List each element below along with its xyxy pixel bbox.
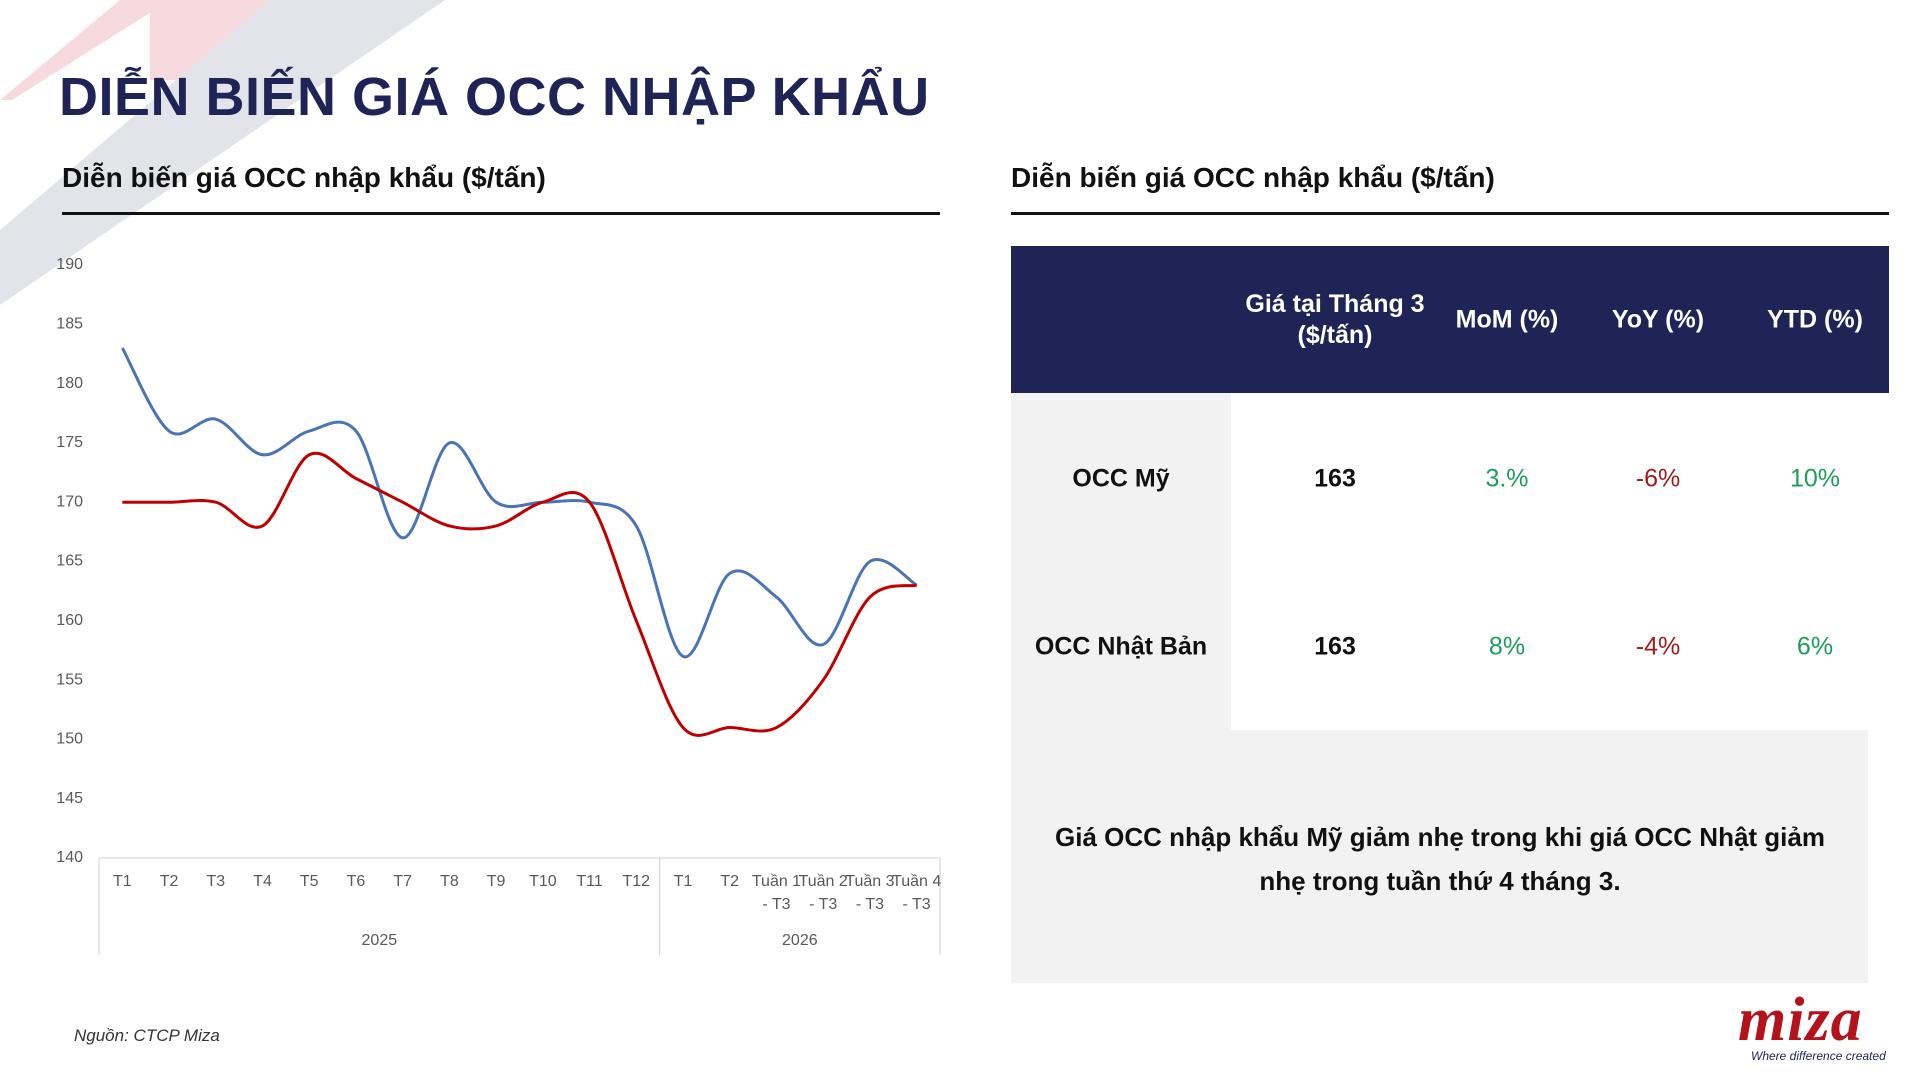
divider bbox=[62, 212, 940, 215]
row-label-bg bbox=[1011, 393, 1231, 730]
x-tick-label: T9 bbox=[486, 873, 506, 890]
x-tick-label: T11 bbox=[576, 873, 603, 890]
table-cell: -6% bbox=[1635, 464, 1681, 493]
x-tick-label: T2 bbox=[720, 873, 740, 890]
x-tick-label: T10 bbox=[529, 873, 557, 890]
table-cell: 163 bbox=[1314, 464, 1356, 493]
table-title: Diễn biến giá OCC nhập khẩu ($/tấn) bbox=[1011, 162, 1495, 193]
y-tick-label: 160 bbox=[56, 612, 83, 629]
table-header bbox=[1011, 246, 1889, 393]
column-header: YTD (%) bbox=[1767, 305, 1863, 334]
x-tick-label: T8 bbox=[440, 873, 459, 890]
x-tick-label: T4 bbox=[253, 873, 272, 890]
y-tick-label: 150 bbox=[56, 731, 83, 748]
x-tick-label: T12 bbox=[622, 873, 651, 890]
column-header: YoY (%) bbox=[1611, 305, 1705, 334]
x-tick-label: T2 bbox=[159, 873, 179, 890]
y-tick-label: 145 bbox=[56, 790, 83, 807]
table-cell: 6% bbox=[1796, 632, 1834, 661]
divider bbox=[1011, 212, 1889, 215]
y-tick-label: 140 bbox=[56, 849, 83, 866]
chart-title: Diễn biến giá OCC nhập khẩu ($/tấn) bbox=[62, 162, 546, 193]
y-tick-label: 170 bbox=[56, 493, 83, 510]
x-tick-label: T1 bbox=[673, 873, 693, 890]
table-cell: 10% bbox=[1789, 464, 1841, 493]
decor-stripes bbox=[0, 0, 445, 305]
x-tick-label: Tuần 3 - T3 bbox=[845, 873, 895, 913]
series-line bbox=[121, 347, 918, 658]
slide-title: DIỄN BIẾN GIÁ OCC NHẬP KHẨU bbox=[59, 67, 930, 127]
column-header: MoM (%) bbox=[1455, 305, 1559, 334]
x-tick-label: T1 bbox=[113, 873, 132, 890]
source: Nguồn: CTCP Miza bbox=[74, 1026, 220, 1045]
x-tick-label: Tuần 2 - T3 bbox=[798, 873, 848, 913]
x-tick-label: Tuần 4 - T3 bbox=[892, 873, 942, 913]
table-cell: 8% bbox=[1488, 632, 1526, 661]
stripe bbox=[150, 0, 270, 80]
x-tick-label: T7 bbox=[393, 873, 413, 890]
table-cell: 163 bbox=[1314, 632, 1356, 661]
y-tick-label: 165 bbox=[56, 553, 83, 570]
y-tick-label: 180 bbox=[56, 375, 83, 392]
group-label: 2026 bbox=[782, 932, 818, 949]
note-box bbox=[1011, 730, 1868, 983]
x-tick-label: T3 bbox=[206, 873, 226, 890]
stripe bbox=[0, 0, 445, 305]
logo: miza bbox=[1738, 986, 1863, 1054]
note-text: Giá OCC nhập khẩu Mỹ giảm nhẹ trong khi … bbox=[1055, 822, 1825, 896]
group-label: 2025 bbox=[362, 932, 398, 949]
row-label: OCC Nhật Bản bbox=[1034, 632, 1208, 661]
y-tick-label: 185 bbox=[56, 316, 83, 333]
y-tick-label: 155 bbox=[56, 671, 83, 688]
row-label: OCC Mỹ bbox=[1072, 464, 1170, 493]
stripe bbox=[0, 0, 170, 100]
table-cell: -4% bbox=[1635, 632, 1681, 661]
x-tick-label: T5 bbox=[299, 873, 319, 890]
series-line bbox=[122, 451, 918, 737]
table-cell: 3.% bbox=[1485, 464, 1529, 493]
y-tick-label: 175 bbox=[56, 434, 83, 451]
line-chart: 140 145 150 155 160 165 170 175 180 185 190 2025 202… bbox=[56, 256, 941, 955]
x-tick-label: T6 bbox=[346, 873, 366, 890]
x-tick-label: Tuần 1 - T3 bbox=[751, 873, 802, 913]
logo-tagline: Where difference created bbox=[1751, 1049, 1886, 1063]
y-tick-label: 190 bbox=[56, 256, 83, 273]
column-header: Giá tại Tháng 3 ($/tấn) bbox=[1245, 290, 1425, 349]
